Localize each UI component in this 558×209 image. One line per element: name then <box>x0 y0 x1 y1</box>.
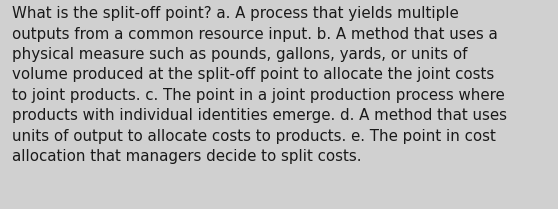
Text: What is the split-off point? a. A process that yields multiple
outputs from a co: What is the split-off point? a. A proces… <box>12 6 507 164</box>
